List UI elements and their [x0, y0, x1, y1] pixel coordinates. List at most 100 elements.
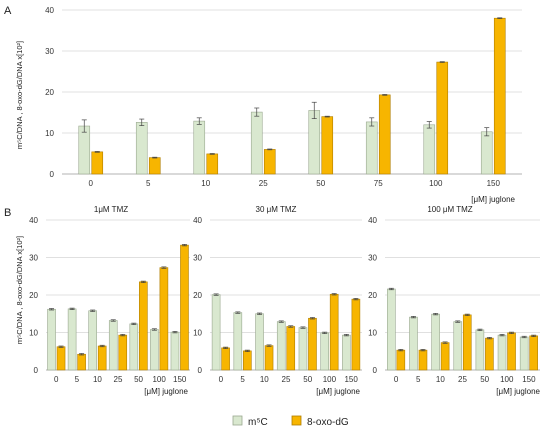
x-tick-label-b3-25: 25 [458, 375, 467, 384]
bar-b2-m5c-0 [211, 294, 221, 371]
chart-panel-a: A m⁵C/DNA , 8-oxo-dG/DNA x[10²] 0 10 20 30 4… [4, 5, 522, 204]
y-axis-label-a: m⁵C/DNA , 8-oxo-dG/DNA x[10²] [15, 41, 24, 149]
panel-title-b3: 100 μM TMZ [427, 205, 472, 214]
x-tick-label-b2-10: 10 [260, 375, 269, 384]
chart-panel-b2: 30 μM TMZ 0 10 20 30 40 0 5 10 25 50 100 150 [μM] … [193, 205, 362, 396]
bar-a-8-oxo-dg-5 [148, 157, 161, 175]
bar-a-m5c-25 [250, 111, 263, 175]
error-bar-b3-m5c-150 [521, 335, 527, 339]
error-bar-a-8-oxo-dg-0 [94, 151, 100, 153]
panel-title-b2: 30 μM TMZ [256, 205, 297, 214]
x-axis-label-b1: [μM] juglone [144, 387, 188, 396]
gridlines-a [62, 9, 522, 175]
error-bar-b2-m5c-100 [322, 331, 328, 334]
bar-b3-m5c-100 [497, 334, 507, 371]
y-tick-label-b3-30: 30 [368, 254, 377, 263]
y-tick-label-b2-10: 10 [193, 329, 202, 338]
y-tick-label-b1-30: 30 [29, 254, 38, 263]
bar-b3-8-oxo-dg-0 [396, 349, 406, 371]
bar-b1-8-oxo-dg-25 [118, 334, 128, 371]
x-ticks-b2: 0 5 10 25 50 100 150 [219, 375, 359, 384]
x-tick-label-a-0: 0 [89, 179, 94, 188]
error-bar-a-8-oxo-dg-100 [439, 61, 445, 63]
y-tick-label-a-20: 20 [45, 88, 54, 97]
bar-b1-8-oxo-dg-0 [56, 346, 66, 371]
error-bar-b2-m5c-5 [235, 311, 241, 314]
chart-panel-b1: 1μM TMZ 0 10 20 30 40 0 5 10 25 50 100 150 [μM] ju… [29, 205, 190, 396]
y-tick-label-b1-0: 0 [34, 366, 39, 375]
error-bar-b1-m5c-10 [90, 309, 96, 312]
bars-a [78, 17, 506, 175]
error-bar-b3-8-oxo-dg-50 [486, 337, 492, 340]
legend-swatch-m5c [232, 415, 243, 426]
bar-a-m5c-5 [135, 122, 148, 175]
x-tick-label-b1-150: 150 [173, 375, 187, 384]
error-bar-b2-8-oxo-dg-0 [223, 346, 229, 349]
bar-b2-m5c-100 [320, 332, 329, 371]
error-bar-b1-m5c-25 [110, 319, 116, 322]
bar-b3-8-oxo-dg-50 [485, 337, 494, 371]
bars-b1 [47, 244, 189, 371]
gridlines-b1 [46, 219, 190, 371]
x-tick-label-b1-50: 50 [134, 375, 143, 384]
bar-b1-m5c-100 [150, 329, 159, 371]
error-bar-b2-8-oxo-dg-10 [266, 344, 272, 347]
bar-b3-m5c-0 [387, 288, 396, 371]
x-axis-label-a: [μM] juglone [471, 195, 515, 204]
bar-b3-8-oxo-dg-5 [418, 349, 428, 371]
x-tick-label-b1-0: 0 [54, 375, 59, 384]
bar-a-8-oxo-dg-25 [263, 149, 276, 175]
error-bar-b2-8-oxo-dg-25 [288, 325, 294, 328]
x-ticks-b3: 0 5 10 25 50 100 150 [394, 375, 536, 384]
x-tick-label-a-5: 5 [146, 179, 151, 188]
x-tick-label-a-25: 25 [259, 179, 268, 188]
bar-a-8-oxo-dg-150 [493, 17, 506, 175]
y-tick-label-b1-40: 40 [29, 216, 38, 225]
x-tick-label-a-50: 50 [316, 179, 325, 188]
bar-b2-8-oxo-dg-150 [351, 298, 361, 371]
panel-title-b1: 1μM TMZ [94, 205, 128, 214]
error-bar-b3-m5c-0 [388, 287, 394, 291]
bar-b3-8-oxo-dg-25 [462, 314, 472, 371]
gridlines-b2 [210, 219, 362, 371]
error-bar-b1-m5c-100 [151, 328, 157, 331]
error-bar-b3-8-oxo-dg-5 [420, 349, 426, 352]
bar-b1-m5c-50 [129, 323, 139, 371]
error-bar-b2-m5c-0 [213, 293, 219, 296]
bar-a-m5c-50 [308, 110, 321, 175]
bar-b1-m5c-25 [108, 320, 118, 371]
error-bar-b3-8-oxo-dg-10 [442, 341, 448, 344]
y-tick-label-a-40: 40 [45, 6, 54, 15]
x-tick-label-b2-25: 25 [282, 375, 291, 384]
x-tick-label-b3-0: 0 [394, 375, 399, 384]
error-bar-a-m5c-100 [426, 121, 432, 129]
x-ticks-b1: 0 5 10 25 50 100 150 [54, 375, 187, 384]
error-bar-b3-8-oxo-dg-150 [531, 334, 537, 337]
error-bar-b2-8-oxo-dg-100 [331, 293, 337, 296]
panel-letter-b: B [4, 207, 11, 219]
y-tick-label-b2-30: 30 [193, 254, 202, 263]
error-bar-b1-m5c-50 [131, 322, 137, 325]
y-tick-label-b3-10: 10 [368, 329, 377, 338]
bar-a-8-oxo-dg-0 [91, 151, 104, 175]
bar-b2-8-oxo-dg-50 [308, 317, 317, 371]
error-bar-a-8-oxo-dg-150 [497, 17, 503, 19]
x-tick-label-b3-5: 5 [416, 375, 421, 384]
x-tick-label-b3-150: 150 [522, 375, 536, 384]
error-bar-a-8-oxo-dg-10 [209, 153, 215, 155]
bar-a-m5c-75 [365, 121, 378, 175]
x-tick-label-b1-5: 5 [75, 375, 80, 384]
y-tick-label-b2-20: 20 [193, 291, 202, 300]
error-bar-b2-m5c-10 [257, 312, 263, 315]
error-bar-a-m5c-25 [254, 107, 260, 117]
error-bar-b1-m5c-150 [172, 331, 178, 334]
error-bar-a-8-oxo-dg-25 [267, 148, 273, 151]
y-ticks-b3: 0 10 20 30 40 [368, 216, 377, 375]
error-bar-b2-m5c-50 [300, 326, 306, 329]
error-bar-a-8-oxo-dg-75 [382, 94, 388, 96]
bar-b1-8-oxo-dg-150 [180, 244, 189, 371]
y-ticks-b1: 0 10 20 30 40 [29, 216, 38, 375]
error-bar-b2-m5c-150 [343, 334, 349, 337]
bar-a-8-oxo-dg-50 [321, 116, 334, 175]
x-tick-label-b2-0: 0 [219, 375, 224, 384]
